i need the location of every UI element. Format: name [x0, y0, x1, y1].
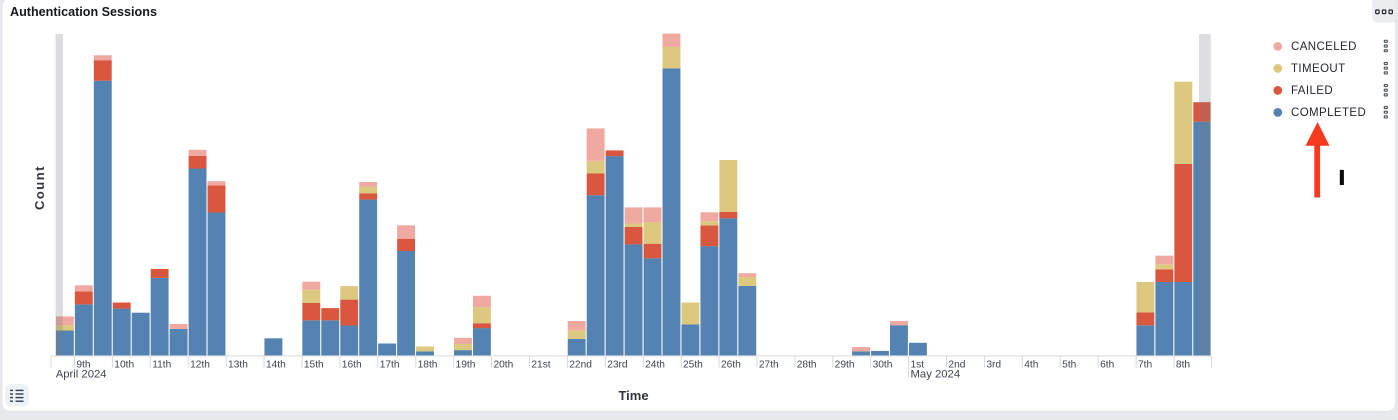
svg-text:7th: 7th [1138, 359, 1152, 370]
svg-text:FAILED: FAILED [1291, 85, 1333, 97]
svg-text:23rd: 23rd [607, 359, 628, 370]
svg-text:4th: 4th [1024, 359, 1038, 370]
svg-text:Authentication Sessions: Authentication Sessions [10, 5, 157, 19]
svg-text:28th: 28th [797, 359, 817, 370]
svg-text:2nd: 2nd [948, 359, 965, 370]
svg-text:11th: 11th [152, 359, 171, 370]
svg-text:16th: 16th [342, 359, 362, 370]
svg-text:29th: 29th [835, 359, 855, 370]
svg-text:12th: 12th [190, 359, 210, 370]
svg-text:3rd: 3rd [986, 359, 1001, 370]
svg-text:April 2024: April 2024 [56, 368, 107, 380]
svg-text:5th: 5th [1062, 359, 1076, 370]
svg-text:Count: Count [32, 165, 47, 210]
svg-text:14th: 14th [266, 359, 286, 370]
svg-text:15th: 15th [304, 359, 324, 370]
svg-text:TIMEOUT: TIMEOUT [1291, 63, 1346, 75]
svg-text:27th: 27th [759, 359, 779, 370]
svg-text:21st: 21st [531, 359, 550, 370]
svg-text:18th: 18th [418, 359, 438, 370]
svg-text:30th: 30th [873, 359, 893, 370]
svg-text:9th: 9th [76, 359, 90, 370]
svg-text:13th: 13th [228, 359, 248, 370]
svg-text:26th: 26th [721, 359, 741, 370]
svg-text:10th: 10th [114, 359, 134, 370]
svg-text:Time: Time [618, 388, 648, 403]
svg-text:May 2024: May 2024 [911, 368, 961, 380]
svg-text:25th: 25th [683, 359, 703, 370]
svg-text:20th: 20th [493, 359, 513, 370]
svg-text:22nd: 22nd [569, 359, 592, 370]
svg-text:19th: 19th [456, 359, 476, 370]
svg-text:8th: 8th [1176, 359, 1190, 370]
svg-text:24th: 24th [645, 359, 665, 370]
svg-text:1st: 1st [911, 359, 925, 370]
svg-text:17th: 17th [380, 359, 400, 370]
svg-text:CANCELED: CANCELED [1291, 41, 1357, 53]
svg-text:COMPLETED: COMPLETED [1291, 107, 1366, 119]
svg-text:6th: 6th [1100, 359, 1114, 370]
